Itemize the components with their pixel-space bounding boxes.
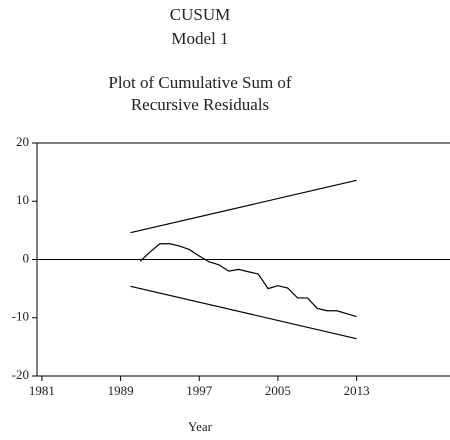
x-tick-label: 2005 (265, 383, 291, 398)
x-axis-label: Year (188, 419, 213, 434)
y-tick-label: 0 (23, 250, 30, 265)
chart-subtitle: Model 1 (171, 29, 228, 48)
y-tick-label: -10 (12, 309, 29, 324)
y-tick-label: 20 (16, 134, 29, 149)
x-tick-label: 1997 (186, 383, 213, 398)
x-tick-label: 1989 (108, 383, 134, 398)
y-tick-label: -20 (12, 367, 29, 382)
line-series (130, 179, 357, 234)
chart-title: CUSUM (170, 5, 230, 24)
line-series (139, 243, 357, 318)
x-tick-label: 2013 (344, 383, 370, 398)
y-tick-label: 10 (16, 192, 29, 207)
plot-title: Plot of Cumulative Sum of (108, 73, 292, 92)
plot-title: Recursive Residuals (131, 95, 269, 114)
x-tick-label: 1981 (29, 383, 55, 398)
line-series (130, 285, 357, 340)
